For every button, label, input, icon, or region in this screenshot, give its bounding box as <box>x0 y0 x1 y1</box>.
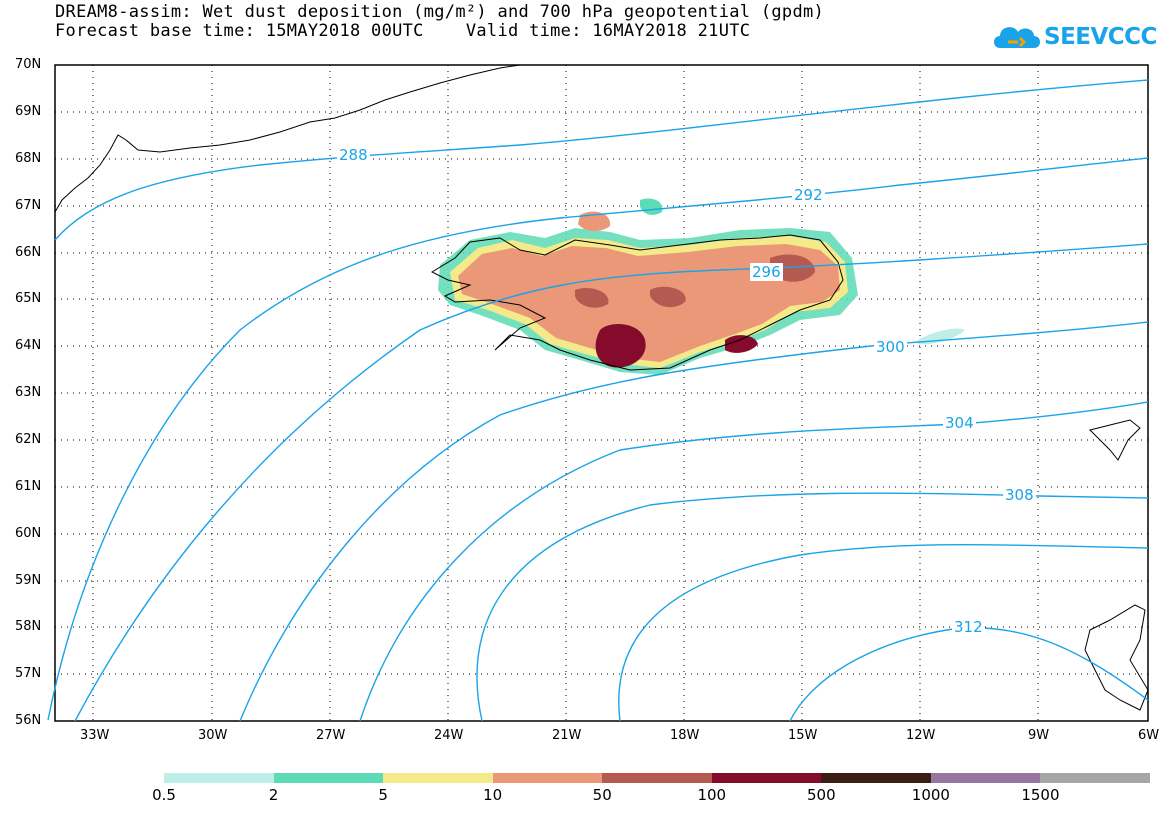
colorbar-segment <box>821 773 932 783</box>
contour-label-304: 304 <box>943 414 976 432</box>
colorbar-segment <box>930 773 1041 783</box>
lat-label: 67N <box>15 198 42 213</box>
colorbar-label: 10 <box>483 786 503 804</box>
lon-label: 6W <box>1138 728 1160 743</box>
greenland-coast <box>54 64 521 213</box>
lat-label: 62N <box>15 432 42 447</box>
lon-label: 24W <box>434 728 464 743</box>
colorbar-label: 100 <box>697 786 727 804</box>
lat-label: 60N <box>15 526 42 541</box>
lon-label: 33W <box>80 728 110 743</box>
geopotential-contours <box>47 79 1149 722</box>
colorbar-label: 1500 <box>1021 786 1060 804</box>
colorbar-segment <box>1040 773 1151 783</box>
colorbar-segment <box>273 773 384 783</box>
colorbar-label: 5 <box>378 786 388 804</box>
colorbar-segment <box>602 773 713 783</box>
colorbar-label: 50 <box>592 786 612 804</box>
map-title: DREAM8-assim: Wet dust deposition (mg/m²… <box>55 2 825 22</box>
colorbar <box>164 773 1151 783</box>
lon-label: 15W <box>788 728 818 743</box>
lat-label: 63N <box>15 385 42 400</box>
iceland-coast <box>430 234 844 371</box>
lon-label: 30W <box>198 728 228 743</box>
colorbar-segment <box>711 773 822 783</box>
lat-label: 68N <box>15 151 42 166</box>
lat-label: 61N <box>15 479 42 494</box>
lat-label: 57N <box>15 666 42 681</box>
lat-label: 56N <box>15 713 42 728</box>
lon-label: 21W <box>552 728 582 743</box>
lat-label: 58N <box>15 619 42 634</box>
lat-label: 69N <box>15 104 42 119</box>
lat-label: 66N <box>15 245 42 260</box>
lat-label: 65N <box>15 291 42 306</box>
lon-label: 9W <box>1028 728 1050 743</box>
logo-text: SEEVCCC <box>1044 24 1157 50</box>
lat-label: 64N <box>15 338 42 353</box>
contour-label-296: 296 <box>750 263 783 281</box>
contour-label-292: 292 <box>792 186 825 204</box>
contour-label-308: 308 <box>1003 486 1036 504</box>
lon-label: 12W <box>906 728 936 743</box>
lon-label: 27W <box>316 728 346 743</box>
lat-label: 59N <box>15 573 42 588</box>
colorbar-label: 2 <box>268 786 279 804</box>
colorbar-segment <box>383 773 494 783</box>
lon-label: 18W <box>670 728 700 743</box>
seevccc-logo: SEEVCCC <box>990 18 1157 58</box>
contour-label-300: 300 <box>874 338 907 356</box>
contour-label-288: 288 <box>337 146 370 164</box>
lat-label: 70N <box>15 57 42 72</box>
colorbar-label: 0.5 <box>152 786 176 804</box>
colorbar-label: 1000 <box>911 786 950 804</box>
contour-label-312: 312 <box>952 618 985 636</box>
colorbar-segment <box>492 773 603 783</box>
colorbar-segment <box>164 773 274 783</box>
scotland-coast <box>1084 604 1149 711</box>
cloud-icon <box>994 27 1040 48</box>
faroe-coast <box>1089 419 1141 461</box>
colorbar-label: 500 <box>807 786 836 804</box>
forecast-time-line: Forecast base time: 15MAY2018 00UTC Vali… <box>55 21 751 41</box>
